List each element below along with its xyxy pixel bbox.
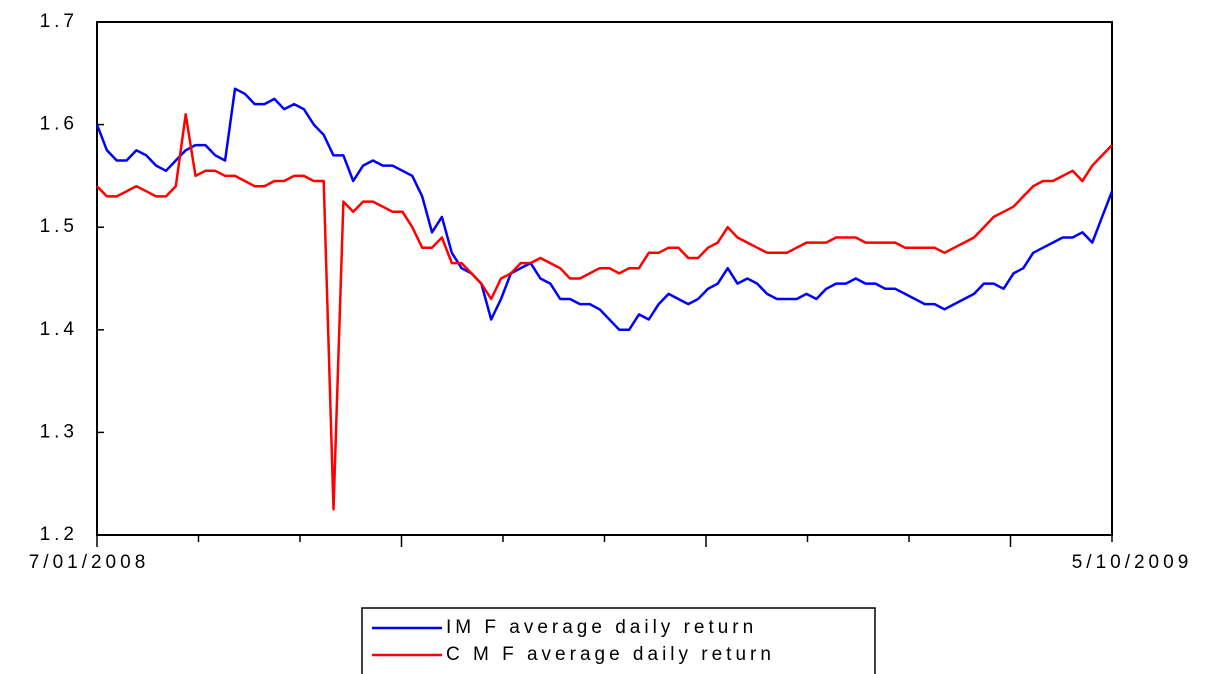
x-tick-label: 7/01/2008 <box>29 552 150 573</box>
y-tick-label: 1.7 <box>40 11 78 32</box>
y-tick-label: 1.6 <box>40 114 78 135</box>
x-tick-label: 5/10/2009 <box>1072 552 1193 573</box>
y-tick-label: 1.5 <box>40 216 78 237</box>
legend-label: C M F average daily return <box>446 644 775 665</box>
y-tick-label: 1.3 <box>40 421 78 442</box>
series-line <box>95 87 1114 332</box>
series-line <box>96 113 1113 511</box>
legend-box <box>361 607 876 674</box>
legend-label: IM F average daily return <box>446 617 757 638</box>
y-tick-label: 1.2 <box>40 524 78 545</box>
y-tick-label: 1.4 <box>40 319 78 340</box>
